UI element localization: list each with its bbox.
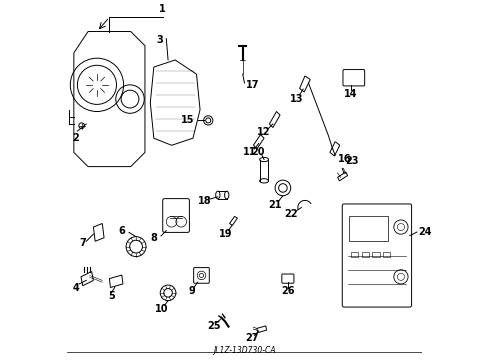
Text: 12: 12 — [257, 127, 270, 137]
Bar — [348, 216, 387, 241]
Text: 26: 26 — [281, 286, 294, 296]
Text: 18: 18 — [198, 197, 211, 207]
Bar — [372, 252, 379, 257]
Text: 6: 6 — [119, 226, 125, 236]
Text: 10: 10 — [155, 304, 168, 314]
Text: 14: 14 — [344, 89, 357, 99]
Text: 20: 20 — [251, 147, 264, 157]
Text: 11: 11 — [243, 147, 256, 157]
Text: 19: 19 — [219, 229, 232, 239]
Text: 21: 21 — [267, 200, 281, 210]
Text: 7: 7 — [79, 238, 86, 248]
Text: 25: 25 — [207, 321, 221, 331]
Text: JL1Z-13D730-CA: JL1Z-13D730-CA — [213, 346, 275, 355]
Bar — [361, 252, 368, 257]
Text: 22: 22 — [284, 208, 298, 219]
Bar — [350, 252, 358, 257]
Text: 5: 5 — [107, 291, 114, 301]
Text: 8: 8 — [150, 233, 157, 243]
Bar — [383, 252, 389, 257]
Text: 16: 16 — [337, 154, 350, 164]
Text: 24: 24 — [418, 227, 431, 237]
Text: 3: 3 — [156, 35, 163, 45]
Text: 2: 2 — [72, 133, 79, 143]
Text: 1: 1 — [159, 4, 166, 14]
Text: 23: 23 — [344, 156, 358, 166]
Text: 4: 4 — [72, 283, 79, 293]
Text: 15: 15 — [181, 116, 194, 125]
Text: 13: 13 — [290, 94, 303, 104]
Text: 27: 27 — [244, 333, 258, 343]
Text: 17: 17 — [246, 80, 259, 90]
Text: 9: 9 — [188, 286, 195, 296]
